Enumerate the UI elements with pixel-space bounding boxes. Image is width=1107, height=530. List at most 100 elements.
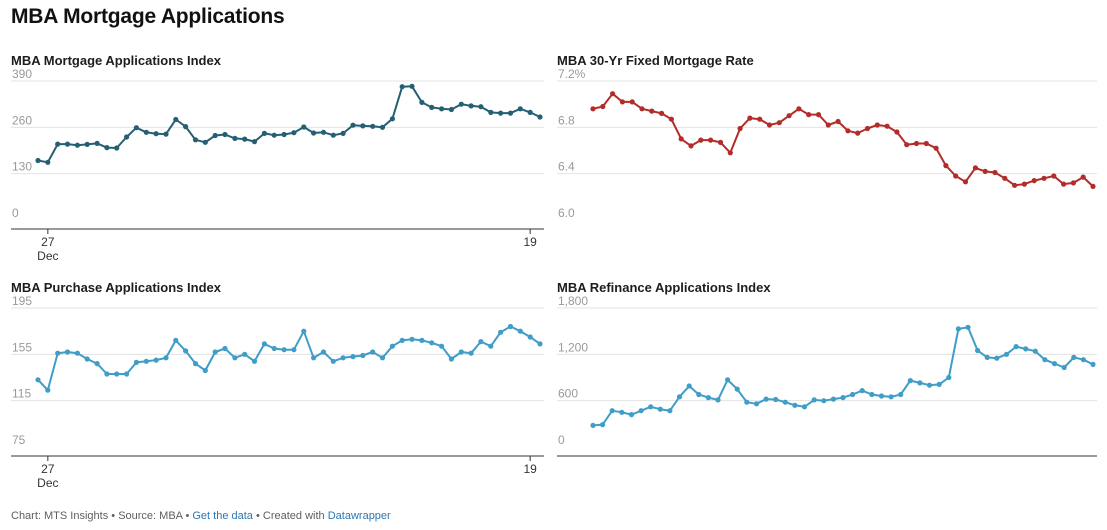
data-point: [517, 106, 523, 112]
data-point: [507, 110, 514, 116]
data-point: [855, 130, 861, 136]
data-point: [281, 347, 287, 353]
data-point: [84, 141, 90, 147]
data-point: [222, 345, 228, 352]
data-point: [478, 339, 484, 345]
datawrapper-link[interactable]: Datawrapper: [327, 510, 391, 522]
data-point: [864, 125, 871, 132]
y-tick-label: 195: [12, 294, 32, 308]
data-point: [311, 130, 317, 136]
data-point: [1080, 357, 1086, 363]
x-tick-label: 27: [41, 462, 55, 476]
data-point: [753, 401, 760, 407]
data-point: [55, 141, 61, 147]
data-point: [1002, 175, 1008, 181]
data-point: [792, 402, 798, 408]
y-tick-label: 0: [558, 433, 565, 447]
data-point: [163, 355, 169, 361]
data-point: [419, 99, 425, 105]
footer-source: Source: MBA: [118, 510, 183, 522]
series-line: [37, 325, 541, 392]
data-point: [507, 323, 514, 330]
data-point: [488, 343, 494, 349]
data-point: [659, 110, 665, 116]
y-tick-label: 1,800: [558, 294, 588, 308]
data-point: [744, 399, 750, 405]
x-tick-label: 19: [523, 462, 537, 476]
data-point: [686, 383, 692, 389]
data-point: [609, 408, 615, 414]
data-point: [242, 136, 248, 142]
footer-separator: •: [255, 510, 260, 522]
data-point: [1021, 181, 1027, 187]
chart-svg-fixed-rate: 6.0 6.4 6.8 7.2%: [557, 67, 1097, 220]
data-point: [590, 106, 596, 112]
chart-svg-refinance-index: 0 600 1,200 1,800: [557, 294, 1097, 457]
data-point: [192, 137, 199, 143]
data-point: [638, 408, 644, 414]
data-point: [898, 391, 904, 398]
page-title: MBA Mortgage Applications: [11, 5, 285, 28]
data-point: [845, 128, 851, 134]
data-point: [55, 350, 61, 356]
data-point: [498, 329, 504, 335]
data-point: [389, 116, 395, 122]
data-point: [64, 349, 71, 355]
data-point: [192, 361, 199, 367]
data-point: [301, 124, 307, 130]
y-tick-label: 260: [12, 113, 32, 127]
data-point: [1090, 183, 1096, 189]
data-point: [281, 131, 287, 138]
data-point: [429, 104, 435, 110]
data-point: [955, 326, 961, 332]
x-tick-label: 27: [41, 235, 55, 249]
data-point: [163, 131, 169, 137]
data-point: [619, 409, 625, 415]
data-point: [439, 106, 445, 112]
data-point: [251, 139, 258, 145]
y-tick-label: 130: [12, 160, 32, 174]
data-point: [676, 394, 683, 400]
data-point: [600, 422, 606, 428]
data-point: [301, 328, 307, 334]
data-point: [884, 123, 890, 129]
data-point: [984, 354, 990, 360]
get-the-data-link[interactable]: Get the data: [192, 510, 253, 522]
y-tick-label: 6.0: [558, 206, 575, 220]
data-point: [776, 120, 782, 126]
chart-title: MBA Refinance Applications Index: [557, 280, 771, 295]
data-point: [734, 386, 740, 392]
data-point: [982, 168, 988, 174]
data-point: [153, 357, 159, 363]
data-point: [370, 349, 376, 355]
data-point: [212, 349, 218, 355]
data-point: [878, 393, 885, 399]
data-point: [825, 122, 831, 128]
data-point: [786, 113, 792, 119]
data-point: [212, 132, 218, 139]
data-point: [94, 140, 100, 146]
data-point: [1061, 364, 1067, 371]
data-point: [763, 396, 769, 402]
data-point: [821, 398, 827, 404]
data-point: [419, 337, 425, 343]
data-point: [933, 145, 939, 151]
data-point: [639, 106, 645, 112]
data-point: [717, 139, 724, 145]
data-point: [678, 136, 684, 142]
data-point: [806, 112, 812, 118]
data-point: [488, 109, 494, 115]
data-point: [1003, 351, 1010, 357]
data-point: [468, 350, 474, 356]
data-point: [668, 116, 674, 122]
data-point: [766, 122, 773, 128]
data-point: [629, 99, 635, 105]
chart-title: MBA 30-Yr Fixed Mortgage Rate: [557, 53, 754, 68]
footer-separator: •: [185, 510, 190, 522]
data-point: [340, 130, 346, 136]
data-point: [648, 404, 654, 410]
data-point: [708, 137, 714, 143]
y-tick-label: 1,200: [558, 340, 588, 354]
data-point: [468, 103, 474, 109]
